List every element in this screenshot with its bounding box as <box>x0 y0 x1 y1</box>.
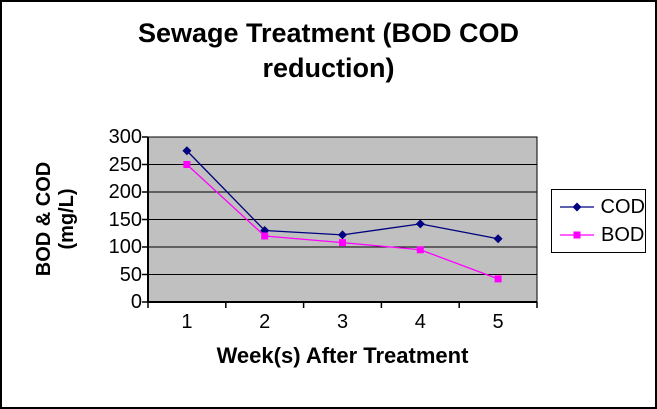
chart-title: Sewage Treatment (BOD COD reduction) <box>137 18 520 83</box>
legend-item-bod: BOD <box>560 224 645 246</box>
x-tick-label-2: 2 <box>259 311 271 333</box>
y-tick-label-300: 300 <box>108 126 142 148</box>
marker-cod-diamond <box>338 230 347 240</box>
x-tick-label-3: 3 <box>336 311 349 333</box>
x-tick-label-5: 5 <box>492 311 504 333</box>
marker-bod-square <box>494 275 502 283</box>
legend-marker-cod-diamond-icon <box>560 202 594 212</box>
y-tick-label-50: 50 <box>119 263 142 286</box>
x-tick-label-4: 4 <box>414 311 426 333</box>
marker-cod-diamond <box>493 234 503 244</box>
marker-bod-square <box>416 246 424 254</box>
y-tick-label-150: 150 <box>108 208 142 231</box>
legend: COD BOD <box>551 189 646 253</box>
marker-cod-diamond <box>415 219 425 229</box>
legend-marker-bod-square-icon <box>560 231 594 239</box>
marker-bod-square <box>183 161 191 168</box>
legend-label-cod: COD <box>600 196 645 218</box>
x-axis-title: Week(s) After Treatment <box>216 343 469 368</box>
y-tick-label-200: 200 <box>108 181 142 203</box>
y-tick-label-0: 0 <box>130 291 142 313</box>
marker-bod-square <box>261 232 269 240</box>
marker-cod-diamond <box>182 146 192 156</box>
legend-item-cod: COD <box>560 196 645 218</box>
legend-label-bod: BOD <box>601 224 645 246</box>
y-tick-label-250: 250 <box>108 153 142 176</box>
y-tick-label-100: 100 <box>108 236 142 258</box>
x-tick-label-1: 1 <box>181 311 193 333</box>
marker-bod-square <box>339 239 346 247</box>
